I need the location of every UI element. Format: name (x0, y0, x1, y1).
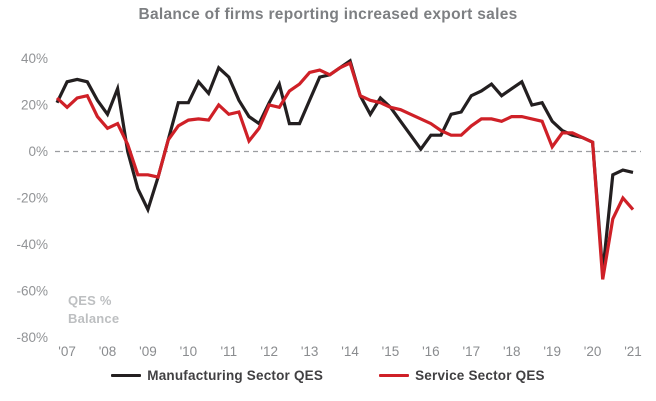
chart-title: Balance of firms reporting increased exp… (138, 6, 518, 23)
y-axis-label: -40% (16, 237, 48, 252)
x-axis-label: '17 (463, 344, 481, 359)
x-axis-label: '19 (543, 344, 561, 359)
axis-unit-note-line1: QES % (68, 293, 112, 308)
x-axis-label: '13 (301, 344, 319, 359)
axis-unit-note-line2: Balance (68, 311, 120, 326)
y-axis-label: -60% (16, 284, 48, 299)
x-axis-label: '18 (503, 344, 521, 359)
x-axis-label: '20 (584, 344, 602, 359)
x-axis-label: '09 (139, 344, 157, 359)
y-axis-label: 0% (28, 144, 48, 159)
x-axis-label: '11 (220, 344, 237, 359)
x-axis-label: '10 (180, 344, 198, 359)
y-axis-label: 20% (21, 98, 48, 113)
y-axis-label: -20% (16, 191, 48, 206)
manufacturing-series-line (55, 58, 634, 273)
service-line-swatch (379, 373, 410, 378)
x-axis-label: '16 (422, 344, 440, 359)
x-axis-label: '07 (58, 344, 76, 359)
x-axis-label: '08 (99, 344, 117, 359)
y-axis-label: -80% (16, 330, 48, 345)
service-series-line (55, 60, 635, 280)
x-axis-label: '14 (341, 344, 359, 359)
legend-label-service: Service Sector QES (415, 368, 545, 383)
legend-label-manufacturing: Manufacturing Sector QES (147, 368, 324, 383)
chart-legend: Manufacturing Sector QES Service Sector … (0, 368, 656, 383)
manufacturing-line-swatch (111, 373, 142, 378)
y-axis-label: 40% (21, 51, 48, 66)
legend-item-manufacturing: Manufacturing Sector QES (111, 368, 323, 383)
axis-unit-note: QES % Balance (68, 292, 119, 328)
x-axis-label: '15 (382, 344, 400, 359)
x-axis-label: '12 (260, 344, 278, 359)
x-axis-label: '21 (624, 344, 642, 359)
legend-item-service: Service Sector QES (379, 368, 545, 383)
